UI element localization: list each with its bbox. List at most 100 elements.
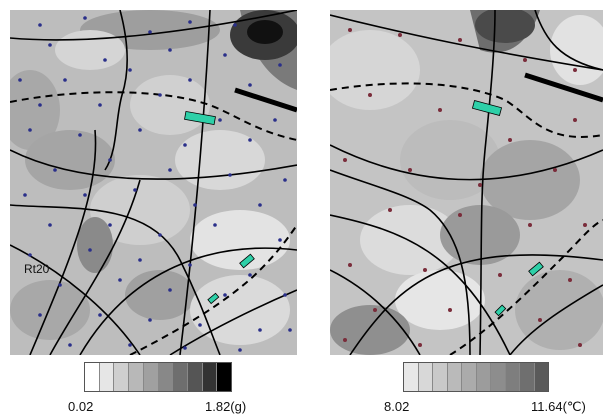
sample-point	[38, 103, 42, 107]
right-legend-swatch	[404, 363, 419, 391]
right-legend-swatch	[418, 363, 433, 391]
sample-point	[238, 348, 242, 352]
sample-point	[368, 93, 372, 97]
sample-point	[478, 183, 482, 187]
left-legend-swatch	[217, 363, 232, 391]
sample-point	[523, 58, 527, 62]
sample-point	[223, 293, 227, 297]
sample-point	[288, 328, 292, 332]
sample-point	[343, 338, 347, 342]
left-legend-swatch	[158, 363, 174, 391]
left-legend-min: 0.02	[68, 399, 94, 414]
sample-point	[418, 343, 422, 347]
right-legend-swatch	[433, 363, 448, 391]
sample-point	[233, 23, 237, 27]
sample-point	[398, 33, 402, 37]
sample-point	[168, 288, 172, 292]
sample-point	[573, 118, 577, 122]
sample-point	[248, 273, 252, 277]
sample-point	[53, 168, 57, 172]
right-legend-swatch	[476, 363, 491, 391]
sample-point	[438, 108, 442, 112]
sample-point	[193, 203, 197, 207]
sample-point	[283, 178, 287, 182]
sample-point	[168, 168, 172, 172]
sample-point	[83, 16, 87, 20]
sample-point	[98, 313, 102, 317]
sample-point	[578, 343, 582, 347]
right-legend-swatch	[534, 363, 548, 391]
right-marker-small	[494, 304, 507, 317]
left-map-canvas	[10, 10, 297, 355]
sample-point	[573, 68, 577, 72]
sample-point	[18, 78, 22, 82]
sample-point	[188, 78, 192, 82]
sample-point	[108, 223, 112, 227]
left-legend-swatch	[187, 363, 203, 391]
right-legend-max: 11.64(℃)	[531, 399, 586, 414]
sample-point	[218, 118, 222, 122]
sample-point	[98, 103, 102, 107]
sample-point	[128, 68, 132, 72]
sample-point	[223, 53, 227, 57]
right-marker-bridge	[471, 100, 503, 116]
sample-point	[408, 168, 412, 172]
sample-point	[38, 23, 42, 27]
left-legend-swatch	[99, 363, 115, 391]
sample-point	[23, 193, 27, 197]
sample-point	[58, 283, 62, 287]
sample-point	[68, 343, 72, 347]
left-sample-points	[18, 16, 292, 352]
sample-point	[273, 118, 277, 122]
sample-point	[458, 213, 462, 217]
sample-point	[348, 263, 352, 267]
sample-point	[83, 193, 87, 197]
right-map-canvas	[330, 10, 603, 355]
sample-point	[423, 268, 427, 272]
sample-point	[373, 308, 377, 312]
sample-point	[278, 238, 282, 242]
sample-point	[258, 328, 262, 332]
right-legend-swatch	[520, 363, 535, 391]
left-legend-max: 1.82(g)	[205, 399, 247, 414]
right-marker-junction	[528, 261, 544, 277]
left-contour-map	[10, 10, 297, 355]
sample-point	[168, 48, 172, 52]
left-marker-bridge	[184, 110, 216, 126]
sample-point	[158, 233, 162, 237]
sample-point	[528, 223, 532, 227]
sample-point	[108, 158, 112, 162]
left-legend-bar	[84, 362, 232, 392]
sample-point	[48, 43, 52, 47]
sample-point	[38, 313, 42, 317]
sample-point	[248, 138, 252, 142]
sample-point	[498, 273, 502, 277]
sample-point	[88, 248, 92, 252]
sample-point	[103, 58, 107, 62]
left-legend-swatch	[114, 363, 130, 391]
sample-point	[228, 173, 232, 177]
sample-point	[188, 263, 192, 267]
right-legend-swatch	[462, 363, 477, 391]
sample-point	[78, 133, 82, 137]
right-legend-swatch	[447, 363, 462, 391]
sample-point	[138, 128, 142, 132]
left-marker-junction	[239, 253, 255, 269]
sample-point	[118, 278, 122, 282]
sample-point	[568, 278, 572, 282]
sample-point	[508, 138, 512, 142]
sample-point	[538, 318, 542, 322]
sample-point	[448, 308, 452, 312]
sample-point	[213, 223, 217, 227]
sample-point	[248, 83, 252, 87]
sample-point	[148, 318, 152, 322]
right-legend-min: 8.02	[384, 399, 410, 414]
sample-point	[583, 223, 587, 227]
sample-point	[258, 203, 262, 207]
left-legend-swatch	[129, 363, 144, 391]
sample-point	[158, 93, 162, 97]
sample-point	[348, 28, 352, 32]
left-marker-small	[207, 292, 220, 305]
sample-point	[278, 63, 282, 67]
right-contour-map	[330, 10, 603, 355]
